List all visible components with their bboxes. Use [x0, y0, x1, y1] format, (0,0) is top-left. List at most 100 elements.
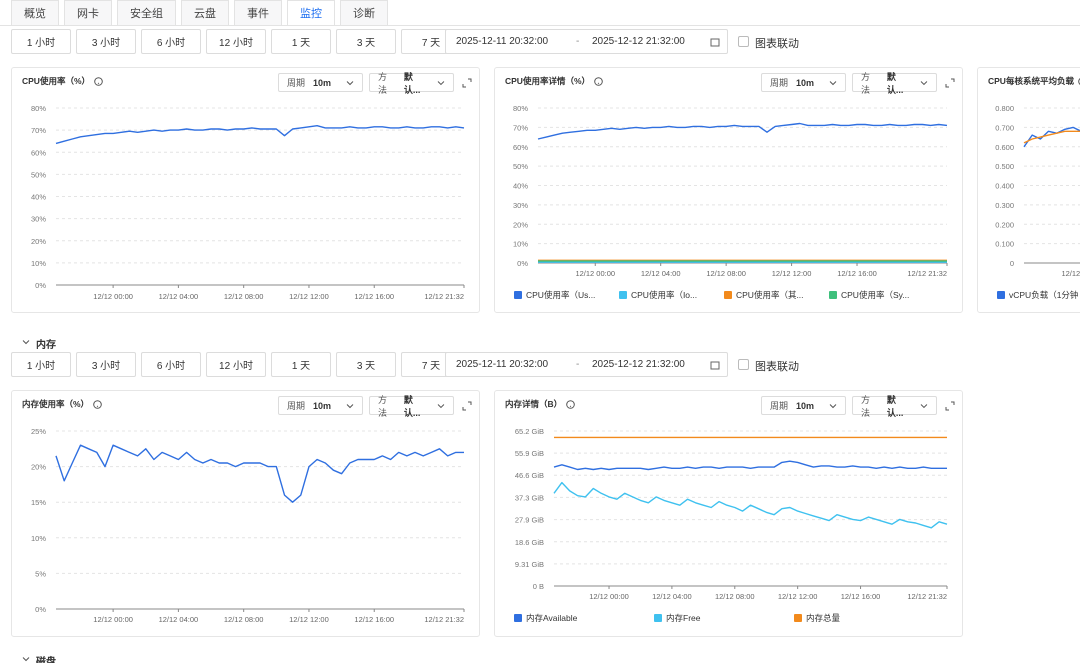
chevron-icon	[437, 403, 445, 408]
legend-swatch	[794, 614, 802, 622]
select-label: 方法	[861, 71, 871, 95]
series-line	[55, 125, 465, 145]
series-line	[537, 122, 948, 140]
chevron-path	[920, 403, 928, 408]
card-header: 内存详情（B）	[505, 398, 575, 410]
checkbox[interactable]	[738, 359, 749, 370]
select-value: 10m	[796, 77, 815, 88]
x-tick-label: 12/12 04:00	[641, 269, 681, 278]
chevron-path	[829, 403, 837, 408]
range-button[interactable]: 3 天	[336, 29, 396, 54]
y-tick-label: 70%	[31, 126, 46, 135]
checkbox[interactable]	[738, 36, 749, 47]
select-box[interactable]: 周期 10m	[761, 73, 846, 92]
linkage-label: 图表联动	[755, 361, 799, 373]
select-box[interactable]: 周期 10m	[278, 396, 363, 415]
x-tick-label: 12/12 00:00	[93, 615, 133, 624]
range-button[interactable]: 6 小时	[141, 29, 201, 54]
select-value: 默认...	[403, 394, 421, 418]
x-tick-label: 12/12 12:00	[289, 292, 329, 301]
tab[interactable]: 云盘	[181, 0, 229, 25]
expand-icon[interactable]	[945, 78, 955, 88]
select-box[interactable]: 周期 10m	[761, 396, 846, 415]
legend-label: CPU使用率（其...	[736, 290, 804, 300]
range-button[interactable]: 1 小时	[11, 352, 71, 377]
chart: 0% 5% 10% 15% 20% 25% 12/12 00:00 12/12 04:00 12…	[31, 427, 465, 624]
range-button[interactable]: 12 小时	[206, 29, 266, 54]
section-title: 内存	[36, 340, 56, 351]
x-tick-label: 12/12 16:00	[354, 615, 394, 624]
chevron-icon	[22, 340, 30, 345]
calendar-icon	[710, 38, 720, 47]
range-button[interactable]: 3 小时	[76, 29, 136, 54]
x-tick-label: 12/12 21:32	[907, 592, 947, 601]
y-tick-label: 0%	[517, 259, 528, 268]
range-button[interactable]: 3 天	[336, 352, 396, 377]
range-button[interactable]: 6 小时	[141, 352, 201, 377]
legend-label: CPU使用率（Sy...	[841, 290, 909, 300]
help-icon	[93, 399, 102, 409]
chart-title: CPU使用率（%）	[22, 76, 91, 86]
select-label: 周期	[770, 401, 789, 411]
tab[interactable]: 安全组	[117, 0, 176, 25]
range-button[interactable]: 1 小时	[11, 29, 71, 54]
chevron-path	[437, 80, 445, 85]
end-date: 2025-12-12 21:32:00	[592, 359, 685, 370]
expand-icon[interactable]	[462, 78, 472, 88]
y-tick-label: 0.300	[995, 201, 1014, 210]
y-tick-label: 20%	[31, 463, 46, 472]
chevron-icon	[346, 80, 354, 85]
help-circle	[594, 76, 603, 86]
select-box[interactable]: 方法 默认...	[369, 72, 454, 95]
expand-icon[interactable]	[945, 401, 955, 411]
help-circle	[93, 399, 102, 409]
y-tick-label: 10%	[513, 240, 528, 249]
calendar-shape	[710, 361, 720, 370]
select-value: 10m	[313, 77, 332, 88]
x-tick-label: 12/12 04:00	[159, 615, 199, 624]
tab[interactable]: 网卡	[64, 0, 112, 25]
y-tick-label: 0.400	[995, 182, 1014, 191]
tab-divider	[0, 25, 1080, 26]
select-box[interactable]: 周期 10m	[278, 73, 363, 92]
x-tick-label: 12/12 12:00	[778, 592, 818, 601]
start-date: 2025-12-11 20:32:00	[456, 359, 549, 370]
tab[interactable]: 事件	[234, 0, 282, 25]
chart: 0% 10% 20% 30% 40% 50% 60% 70% 80% 12/12 00:00 12/…	[31, 104, 465, 301]
y-tick-label: 0.500	[995, 162, 1014, 171]
range-button[interactable]: 1 天	[271, 352, 331, 377]
chevron-path	[920, 80, 928, 85]
date-range[interactable]: 2025-12-11 20:32:00 - 2025-12-12 21:32:00	[445, 352, 728, 377]
legend-swatch	[829, 291, 837, 299]
range-button[interactable]: 3 小时	[76, 352, 136, 377]
y-tick-label: 18.6 GiB	[515, 538, 544, 547]
x-tick-label: 12/12 08:00	[224, 615, 264, 624]
tab[interactable]: 概览	[11, 0, 59, 25]
tab[interactable]: 诊断	[340, 0, 388, 25]
chevron-icon	[920, 80, 928, 85]
date-range[interactable]: 2025-12-11 20:32:00 - 2025-12-12 21:32:00	[445, 29, 728, 54]
y-tick-label: 50%	[513, 162, 528, 171]
tab[interactable]: 监控	[287, 0, 335, 25]
y-tick-label: 37.3 GiB	[515, 493, 544, 502]
series-line	[553, 460, 947, 471]
legend-label: 内存Available	[526, 613, 578, 623]
end-date: 2025-12-12 21:32:00	[592, 36, 685, 47]
y-tick-label: 0.800	[995, 104, 1014, 113]
select-box[interactable]: 方法 默认...	[852, 395, 937, 418]
linkage-label: 图表联动	[755, 38, 799, 50]
select-box[interactable]: 方法 默认...	[852, 72, 937, 95]
x-tick-label: 12/12 21:32	[424, 292, 464, 301]
y-tick-label: 0.700	[995, 123, 1014, 132]
expand-path	[462, 78, 472, 88]
y-tick-label: 5%	[35, 569, 46, 578]
y-tick-label: 40%	[513, 182, 528, 191]
select-label: 方法	[378, 394, 388, 418]
legend-swatch	[654, 614, 662, 622]
select-box[interactable]: 方法 默认...	[369, 395, 454, 418]
chevron-path	[346, 403, 354, 408]
range-button[interactable]: 12 小时	[206, 352, 266, 377]
range-button[interactable]: 1 天	[271, 29, 331, 54]
y-tick-label: 0.100	[995, 240, 1014, 249]
expand-icon[interactable]	[462, 401, 472, 411]
